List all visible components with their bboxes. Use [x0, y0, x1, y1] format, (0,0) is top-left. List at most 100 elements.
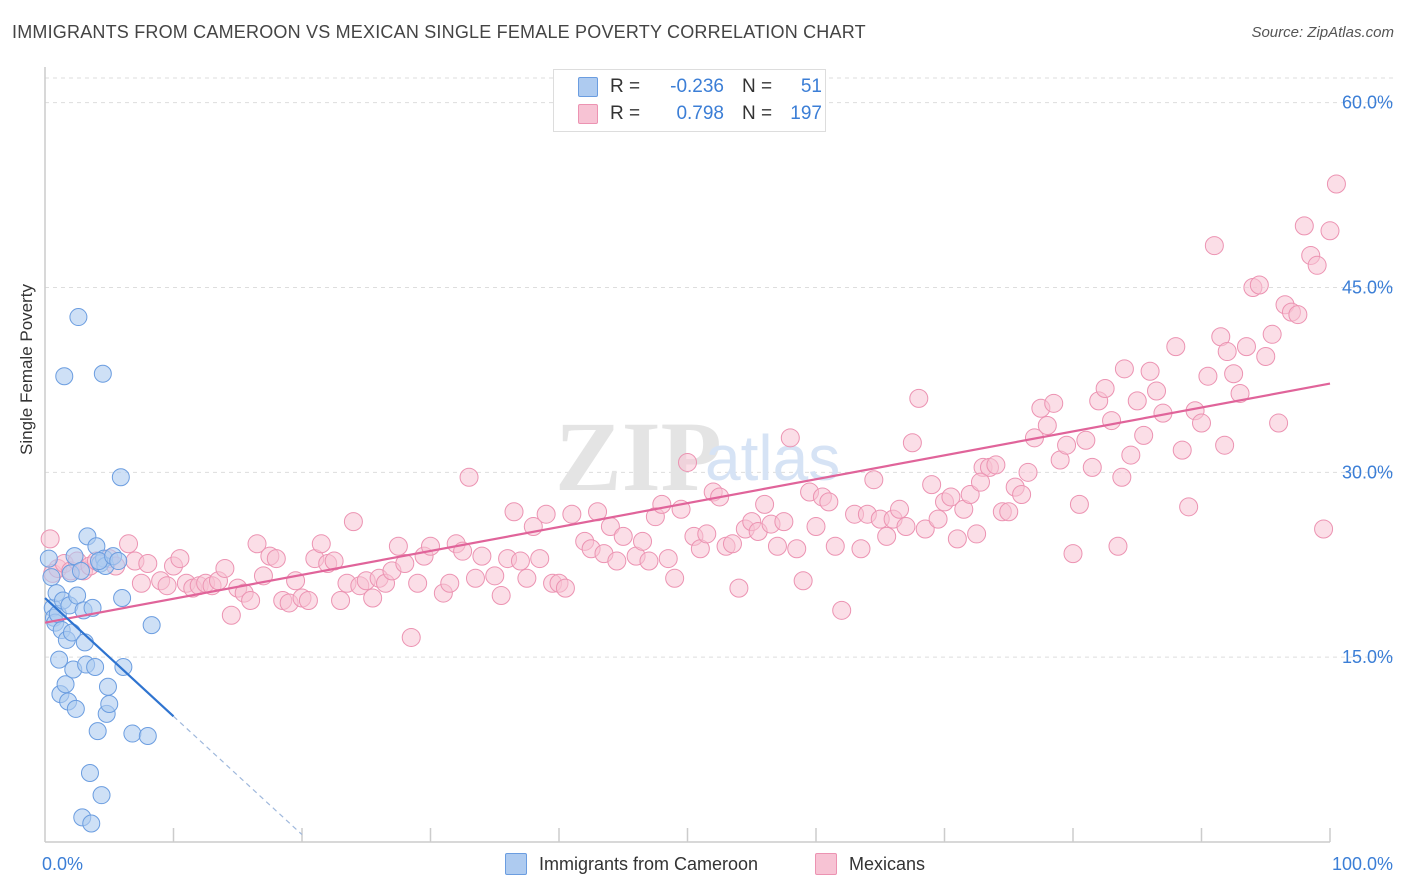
legend-swatch-mexicans: [578, 104, 598, 124]
cameroon-point: [113, 589, 132, 608]
svg-text:atlas: atlas: [705, 422, 840, 494]
mexicans-point: [697, 524, 717, 544]
mexicans-point: [722, 534, 742, 554]
mexicans-point: [170, 549, 190, 569]
mexicans-point: [221, 605, 241, 625]
mexicans-point: [440, 573, 460, 593]
mexicans-point: [877, 526, 897, 546]
mexicans-point: [970, 472, 990, 492]
mexicans-point: [851, 539, 871, 559]
mexicans-point: [1326, 174, 1346, 194]
legend-row-mexicans: R = 0.798 N = 197: [578, 103, 822, 125]
mexicans-point: [324, 551, 344, 571]
bottom-legend-swatch-mexicans: [815, 853, 837, 875]
mexicans-point: [1082, 457, 1102, 477]
cameroon-point: [123, 724, 142, 743]
cameroon-point: [142, 616, 161, 635]
mexicans-point: [825, 536, 845, 556]
zipatlas-watermark: ZIP atlas: [555, 401, 840, 512]
mexicans-point: [388, 536, 408, 556]
mexicans-point: [247, 534, 267, 554]
mexicans-point: [1179, 497, 1199, 517]
y-tick-label: 60.0%: [1342, 93, 1393, 113]
mexicans-point: [729, 578, 749, 598]
x-tick-label: 0.0%: [42, 854, 83, 874]
mexicans-point: [343, 512, 363, 532]
bottom-legend-label-mexicans: Mexicans: [849, 853, 926, 874]
mexicans-point: [119, 534, 139, 554]
mexicans-point: [1224, 364, 1244, 384]
mexicans-point: [915, 519, 935, 539]
mexicans-point: [755, 494, 775, 514]
mexicans-point: [639, 551, 659, 571]
mexicans-point: [864, 470, 884, 490]
mexicans-point: [806, 517, 826, 537]
mexicans-point: [941, 487, 961, 507]
mexicans-point: [1256, 346, 1276, 366]
mexicans-point: [1166, 337, 1186, 357]
mexicans-point: [215, 558, 235, 578]
mexicans-point: [1269, 413, 1289, 433]
mexicans-point: [465, 568, 485, 588]
mexicans-point: [1044, 393, 1064, 413]
cameroon-points: [39, 308, 161, 833]
mexicans-point: [491, 586, 511, 606]
mexicans-point: [986, 455, 1006, 475]
bottom-legend-label-cameroon: Immigrants from Cameroon: [539, 853, 759, 874]
mexicans-point: [485, 566, 505, 586]
mexicans-point: [331, 590, 351, 610]
mexicans-point: [1018, 462, 1038, 482]
cameroon-point: [93, 364, 112, 383]
mexicans-point: [530, 549, 550, 569]
cameroon-trend-extension: [173, 715, 303, 836]
mexicans-point: [780, 428, 800, 448]
bottom-legend-mexicans: Mexicans: [815, 852, 925, 876]
cameroon-trend-line: [44, 597, 175, 718]
mexicans-point: [401, 627, 421, 647]
mexicans-point: [510, 551, 530, 571]
x-tick-label: 100.0%: [1332, 854, 1393, 874]
legend-r-value: -0.236: [670, 76, 724, 97]
mexicans-point: [1217, 342, 1237, 362]
mexicans-point: [138, 554, 158, 574]
mexicans-point: [298, 590, 318, 610]
cameroon-point: [111, 468, 130, 487]
grid-lines: [45, 77, 1395, 658]
legend-r-value: 0.798: [676, 103, 724, 124]
mexicans-point: [1294, 216, 1314, 236]
mexicans-point: [266, 549, 286, 569]
mexicans-point: [819, 492, 839, 512]
cameroon-point: [92, 786, 111, 805]
mexicans-point: [1037, 415, 1057, 435]
mexicans-point: [1215, 435, 1235, 455]
mexicans-point: [658, 549, 678, 569]
mexicans-point: [787, 539, 807, 559]
mexicans-point: [555, 578, 575, 598]
legend-r-label: R =: [610, 76, 641, 97]
mexicans-point: [1314, 519, 1334, 539]
mexicans-point: [1288, 305, 1308, 325]
bottom-legend-swatch-cameroon: [505, 853, 527, 875]
mexicans-point: [922, 475, 942, 495]
cameroon-point: [114, 658, 133, 677]
mexicans-point: [633, 531, 653, 551]
mexicans-point: [1249, 275, 1269, 295]
source-label: Source: ZipAtlas.com: [1251, 24, 1394, 41]
mexicans-point: [665, 568, 685, 588]
mexicans-point: [408, 573, 428, 593]
legend-n-value: 197: [790, 103, 822, 124]
mexicans-point: [1147, 381, 1167, 401]
cameroon-point: [138, 727, 157, 746]
mexicans-point: [1076, 430, 1096, 450]
cameroon-point: [109, 552, 128, 571]
bottom-legend-cameroon: Immigrants from Cameroon: [505, 852, 758, 876]
correlation-legend: R = -0.236 N = 51 R = 0.798 N = 197: [553, 69, 826, 132]
legend-n-label: N =: [742, 76, 773, 97]
mexicans-point: [613, 526, 633, 546]
cameroon-point: [75, 633, 94, 652]
legend-n-value: 51: [800, 76, 822, 97]
mexicans-trend-line: [44, 382, 1331, 624]
cameroon-point: [55, 367, 74, 386]
cameroon-point: [71, 561, 90, 580]
